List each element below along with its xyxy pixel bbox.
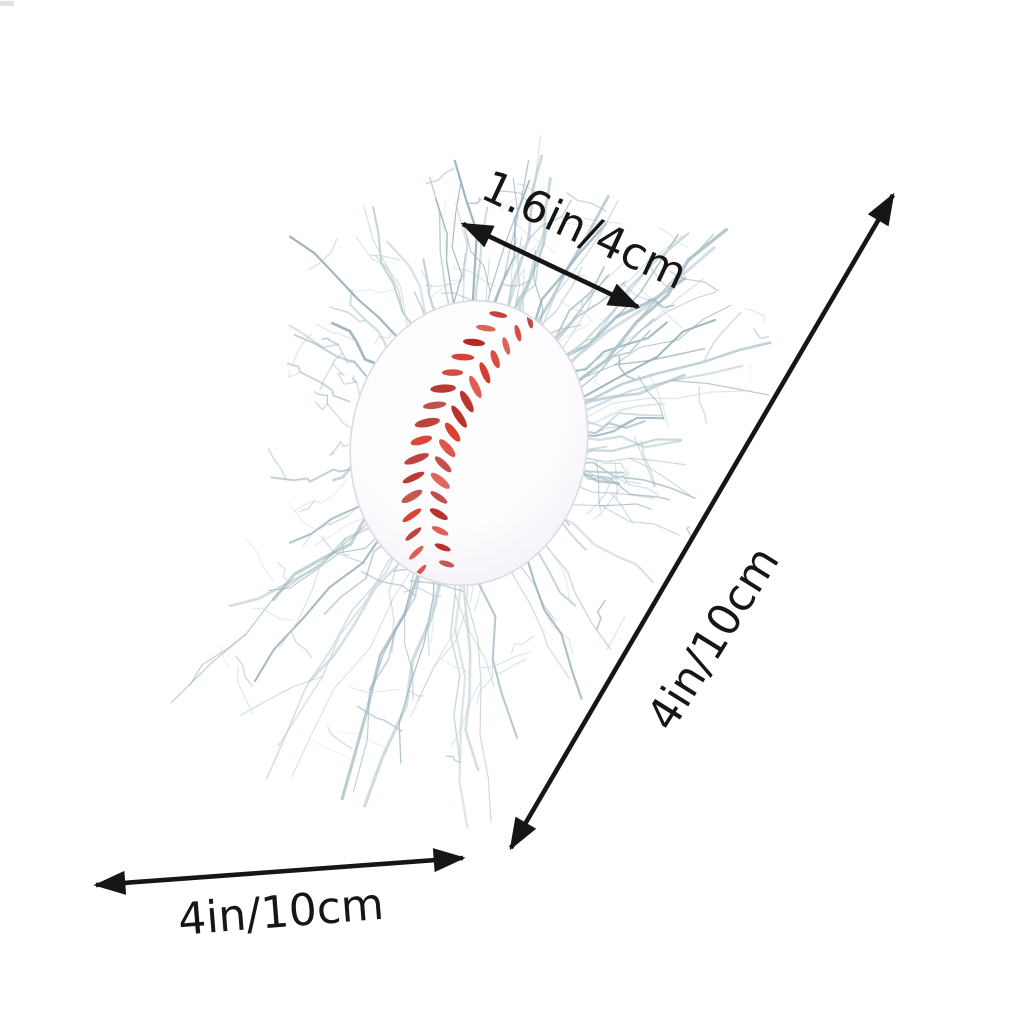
dimension-arrow-decal-length xyxy=(509,192,895,851)
dimension-arrow-decal-width xyxy=(93,848,466,895)
baseball-body xyxy=(349,299,589,587)
corner-smudge xyxy=(0,1,14,6)
baseball-sticker xyxy=(349,298,589,587)
dimension-arrows xyxy=(93,192,895,895)
